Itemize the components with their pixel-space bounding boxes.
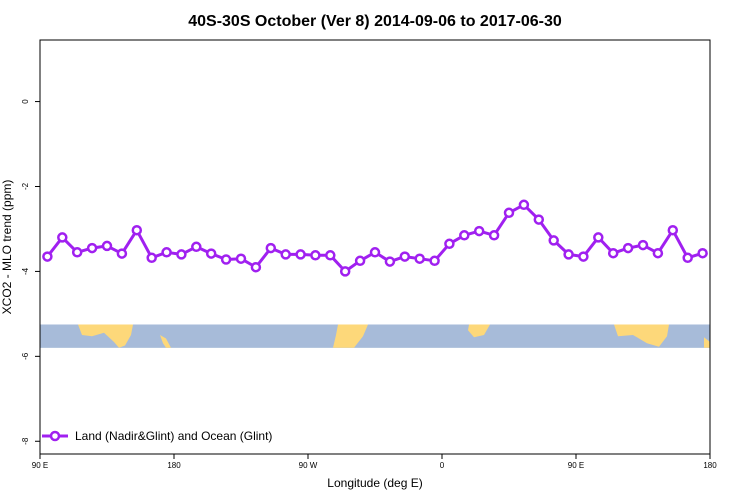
data-point [667, 224, 679, 236]
data-point [280, 249, 291, 260]
y-tick-label: 0 [21, 99, 30, 104]
x-tick-label: 90 E [568, 461, 584, 470]
map-ocean [40, 324, 710, 348]
legend-label: Land (Nadir&Glint) and Ocean (Glint) [75, 429, 272, 443]
data-point [86, 242, 98, 254]
y-tick-label: -6 [21, 352, 30, 360]
x-tick-label: 90 E [32, 461, 48, 470]
y-axis: 0 -2 -4 -6 -8 [21, 99, 40, 445]
x-tick-label: 180 [703, 461, 717, 470]
data-point [146, 252, 157, 264]
data-point [220, 254, 232, 265]
land-shape [468, 324, 490, 338]
data-point [533, 214, 545, 225]
data-point [414, 253, 425, 264]
data-point [131, 224, 143, 236]
data-point [503, 207, 515, 219]
data-point [637, 239, 649, 251]
data-point [652, 247, 664, 259]
data-point [205, 248, 217, 259]
data-point [310, 250, 321, 261]
plot-frame [39, 39, 711, 455]
data-point [250, 261, 262, 273]
x-tick-label: 0 [440, 461, 445, 470]
series-line [46, 203, 704, 273]
data-point [295, 249, 306, 260]
land-shape [160, 335, 171, 348]
data-point [161, 247, 172, 258]
data-point [116, 248, 128, 259]
data-point [429, 255, 440, 267]
data-point [176, 249, 187, 260]
data-point [57, 232, 68, 243]
chart-title: 40S-30S October (Ver 8) 2014-09-06 to 20… [188, 13, 562, 30]
data-point [191, 241, 202, 253]
land-shape [333, 324, 368, 348]
data-point [488, 230, 500, 241]
data-point [325, 250, 336, 261]
land-shape [704, 337, 710, 348]
data-point [518, 199, 530, 211]
y-tick-label: -8 [21, 437, 30, 445]
data-point [593, 232, 604, 243]
legend-marker [49, 430, 61, 442]
data-point [384, 256, 396, 267]
data-point [563, 249, 574, 260]
data-point [697, 247, 708, 259]
land-shape [614, 324, 669, 347]
data-point [71, 247, 83, 258]
data-point [548, 235, 559, 246]
data-point [607, 247, 619, 259]
data-point [235, 253, 247, 264]
data-point [622, 242, 634, 254]
data-point [444, 238, 455, 250]
land-shape [78, 324, 133, 348]
y-tick-label: -4 [21, 267, 30, 275]
y-axis-label: XCO2 - MLO trend (ppm) [0, 180, 14, 315]
data-point [682, 252, 693, 264]
data-series [42, 199, 708, 277]
y-tick-label: -2 [21, 182, 30, 190]
map-strip [40, 324, 710, 348]
x-tick-label: 180 [167, 461, 181, 470]
data-point [339, 266, 351, 277]
data-point [354, 255, 366, 267]
x-tick-label: 90 W [299, 461, 318, 470]
data-point [399, 251, 411, 262]
data-point [459, 230, 470, 241]
map-land [78, 324, 710, 348]
x-axis-label: Longitude (deg E) [327, 476, 422, 490]
data-point [265, 242, 277, 254]
data-point [473, 225, 485, 237]
data-point [578, 251, 589, 262]
data-point [42, 251, 53, 262]
x-axis: 90 E 180 90 W 0 90 E 180 [32, 454, 717, 470]
data-point [369, 247, 381, 258]
legend: Land (Nadir&Glint) and Ocean (Glint) [42, 429, 272, 443]
data-point [101, 240, 113, 252]
